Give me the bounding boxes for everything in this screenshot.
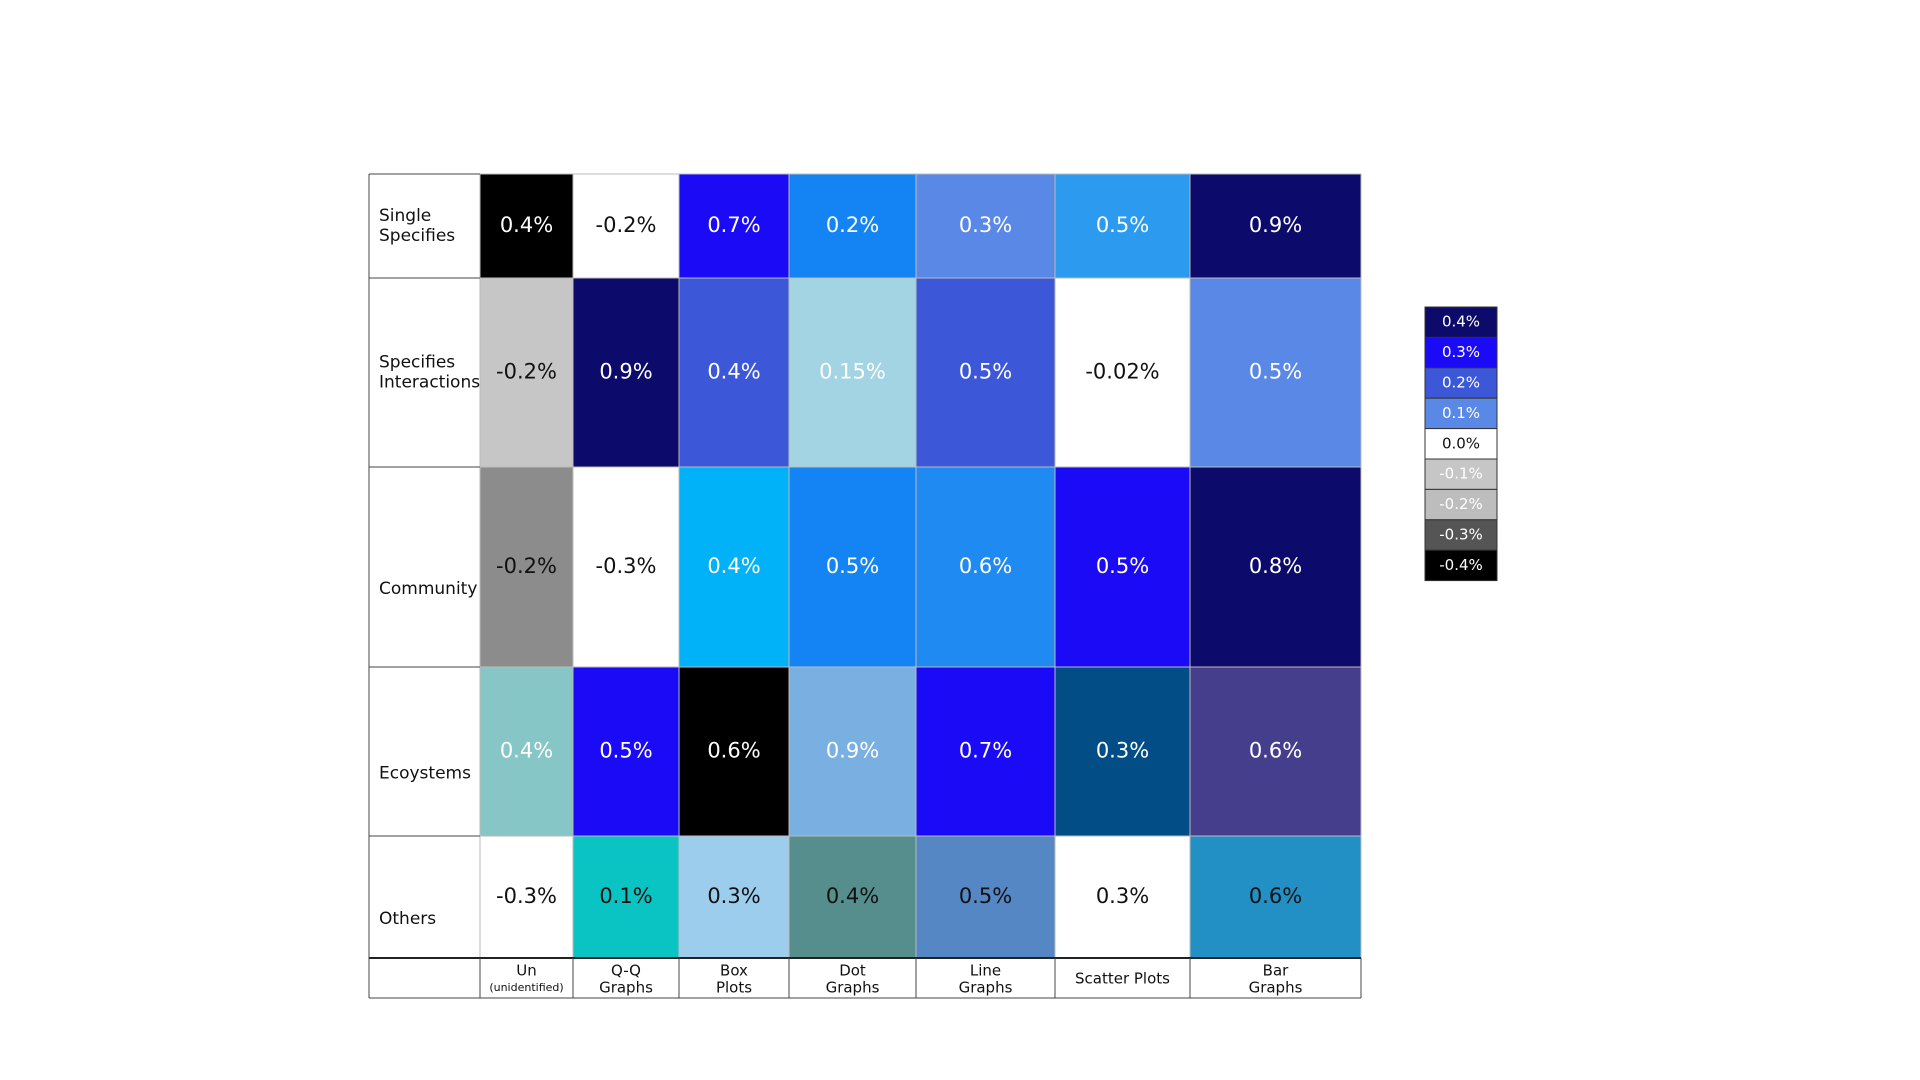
cell-label: 0.7% [707, 213, 760, 237]
heatmap-cell [479, 173, 574, 279]
column-label: Graphs [1249, 979, 1303, 997]
heatmap-cell [915, 466, 1056, 668]
heatmap-cell [678, 173, 790, 279]
heatmap-cell [479, 835, 574, 959]
cell-label: 0.5% [826, 554, 879, 578]
cell-label: 0.15% [819, 360, 886, 384]
cell-label: 0.1% [599, 884, 652, 908]
column-label: Scatter Plots [1075, 970, 1170, 988]
legend-label: -0.3% [1439, 526, 1483, 544]
heatmap-cell [1054, 277, 1191, 468]
legend-label: 0.0% [1442, 434, 1480, 452]
row-label: Others [379, 909, 436, 929]
column-label: Line [970, 962, 1001, 980]
heatmap-cell [479, 277, 574, 468]
cell-label: 0.5% [1096, 554, 1149, 578]
column-label: (unidentified) [489, 981, 563, 994]
cell-label: 0.9% [599, 360, 652, 384]
cell-label: 0.9% [1249, 213, 1302, 237]
column-label: Plots [716, 979, 752, 997]
cell-label: 0.5% [1096, 213, 1149, 237]
cell-label: -0.2% [496, 554, 557, 578]
heatmap-cell [479, 466, 574, 668]
legend-label: -0.1% [1439, 465, 1483, 483]
legend-swatch [1424, 519, 1498, 551]
cell-label: -0.2% [596, 213, 657, 237]
row-label: Interactions [379, 373, 480, 393]
cell-label: -0.2% [496, 360, 557, 384]
legend-label: 0.4% [1442, 313, 1480, 331]
heatmap-cell [1189, 277, 1362, 468]
heatmap-cell [788, 173, 917, 279]
heatmap-cell [678, 466, 790, 668]
column-label: Graphs [959, 979, 1013, 997]
column-label: Q-Q [611, 962, 641, 980]
heatmap-cell [678, 835, 790, 959]
cell-label: 0.3% [959, 213, 1012, 237]
heatmap-cell [1189, 835, 1362, 959]
heatmap-cell [1189, 466, 1362, 668]
cell-label: 0.6% [1249, 739, 1302, 763]
cell-label: 0.5% [599, 739, 652, 763]
heatmap-cell [1189, 666, 1362, 837]
heatmap-cell [678, 277, 790, 468]
cell-label: 0.6% [959, 554, 1012, 578]
legend-swatch [1424, 488, 1498, 521]
cell-label: 0.4% [707, 554, 760, 578]
cell-label: 0.5% [959, 360, 1012, 384]
cell-label: 0.6% [707, 739, 760, 763]
row-label: Specifies [379, 353, 455, 373]
cell-label: -0.3% [596, 554, 657, 578]
cell-label: 0.4% [707, 360, 760, 384]
cell-label: 0.7% [959, 739, 1012, 763]
heatmap-cell [788, 466, 917, 668]
legend-label: 0.3% [1442, 343, 1480, 361]
row-label: Ecoystems [379, 764, 471, 784]
column-label: Box [720, 962, 748, 980]
legend-label: 0.2% [1442, 374, 1480, 392]
legend-swatch [1424, 367, 1498, 399]
legend-swatch [1424, 549, 1498, 582]
legend-label: -0.2% [1439, 495, 1483, 513]
column-label: Bar [1263, 962, 1289, 980]
legend-label: 0.1% [1442, 404, 1480, 422]
column-label: Graphs [599, 979, 653, 997]
column-label: Graphs [826, 979, 880, 997]
cell-label: 0.4% [826, 884, 879, 908]
heatmap-cell [1054, 666, 1191, 837]
heatmap-cell [788, 666, 917, 837]
legend-swatch [1424, 458, 1498, 490]
row-label: Single [379, 206, 431, 226]
cell-label: 0.5% [1249, 360, 1302, 384]
cell-label: 0.5% [959, 884, 1012, 908]
heatmap-cell [572, 466, 680, 668]
heatmap-cell [915, 173, 1056, 279]
cell-label: 0.8% [1249, 554, 1302, 578]
cell-label: 0.2% [826, 213, 879, 237]
heatmap-cell [1054, 173, 1191, 279]
row-label: Specifies [379, 226, 455, 246]
cell-label: 0.9% [826, 739, 879, 763]
heatmap-cell [915, 277, 1056, 468]
cell-label: 0.3% [1096, 884, 1149, 908]
cell-label: 0.6% [1249, 884, 1302, 908]
row-label: Community [379, 579, 477, 599]
legend-swatch [1424, 336, 1498, 369]
heatmap-cell [572, 666, 680, 837]
cell-label: 0.3% [707, 884, 760, 908]
cell-label: -0.3% [496, 884, 557, 908]
heatmap-cell [1054, 466, 1191, 668]
legend-label: -0.4% [1439, 556, 1483, 574]
cell-label: 0.4% [500, 213, 553, 237]
column-label: Dot [839, 962, 866, 980]
cell-label: 0.3% [1096, 739, 1149, 763]
cell-label: 0.4% [500, 739, 553, 763]
heatmap-cell [479, 666, 574, 837]
heatmap-cell [572, 173, 680, 279]
column-label: Un [516, 962, 537, 980]
cell-label: -0.02% [1085, 360, 1159, 384]
